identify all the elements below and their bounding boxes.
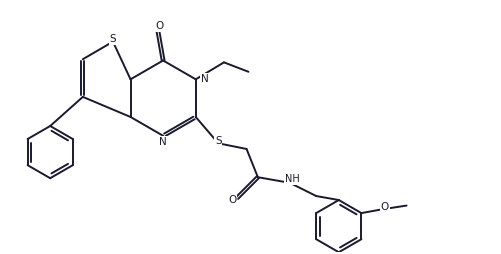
Text: S: S [109,34,116,44]
Text: S: S [214,136,221,146]
Text: N: N [159,137,167,147]
Text: O: O [380,202,388,212]
Text: NH: NH [285,174,299,184]
Text: O: O [227,195,236,205]
Text: O: O [155,21,164,31]
Text: N: N [200,74,208,84]
